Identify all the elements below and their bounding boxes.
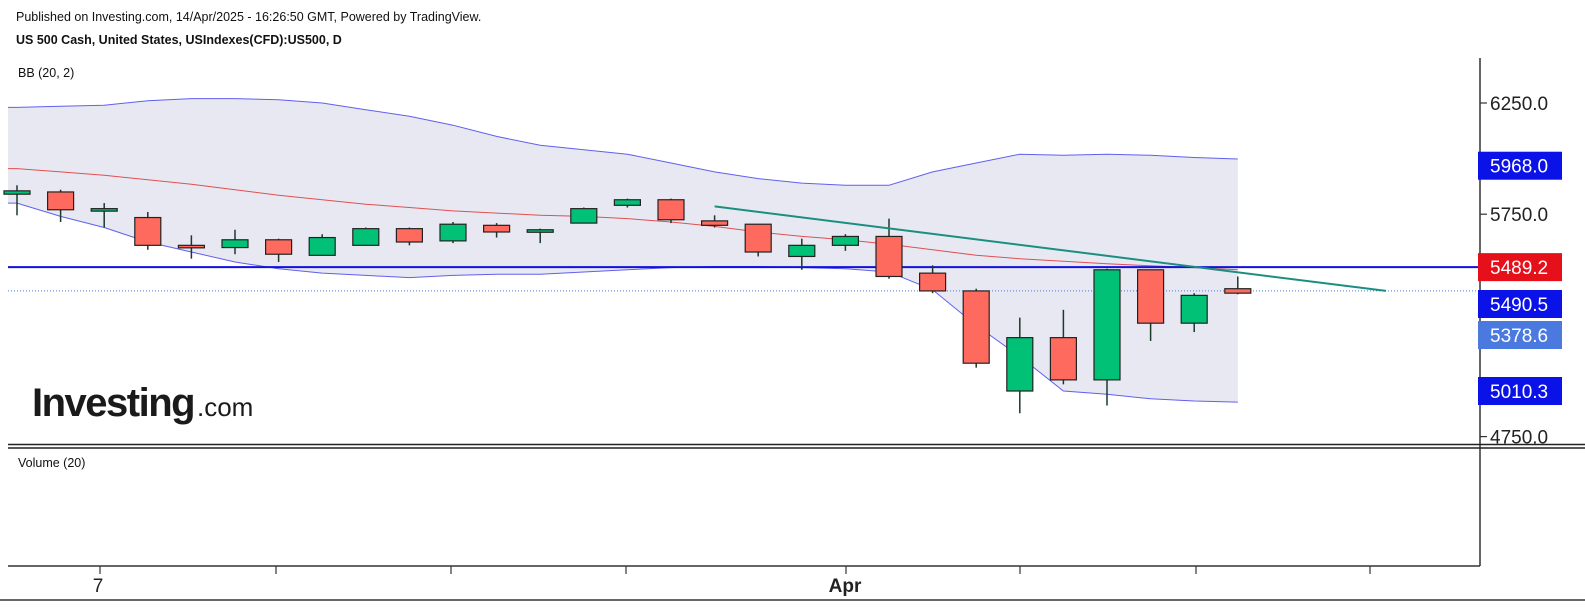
bb-upper-band — [8, 98, 1238, 186]
investing-logo: Investing .com — [32, 381, 253, 425]
price-tag: 5378.6 — [1478, 321, 1562, 349]
bollinger-bands-label[interactable]: BB (20, 2) — [18, 66, 75, 80]
candle — [46, 189, 75, 222]
candle-body-up — [613, 199, 642, 206]
candle — [613, 198, 642, 208]
candle — [918, 265, 947, 294]
candle-body-up — [526, 229, 554, 233]
candle — [3, 185, 31, 216]
time-axis-labels: 7 Apr — [93, 576, 862, 597]
candle-body-up — [352, 228, 380, 246]
candle — [439, 221, 467, 244]
bollinger-bands — [8, 98, 1238, 403]
price-tags: 5968.0 5489.2 5490.5 5378.6 5010.3 — [1478, 151, 1562, 406]
price-tick-label: 5750.0 — [1490, 205, 1548, 226]
candle-body-up — [1006, 337, 1034, 392]
candle — [1093, 268, 1121, 406]
candle-body-down — [700, 220, 729, 226]
candle-body-down — [46, 191, 75, 211]
price-tag-bg — [1478, 321, 1562, 349]
candle-body-down — [744, 223, 772, 253]
candle-body-up — [221, 239, 249, 249]
candle — [221, 229, 249, 255]
candle-body-down — [657, 199, 685, 221]
price-tag: 5968.0 — [1478, 151, 1562, 180]
price-tag-bg — [1478, 151, 1562, 180]
price-tag: 5489.2 — [1478, 253, 1562, 282]
price-tag: 5490.5 — [1478, 290, 1562, 318]
price-tag-bg — [1478, 377, 1562, 406]
candle — [90, 203, 118, 228]
candle-body-down — [395, 228, 423, 243]
volume-label[interactable]: Volume (20) — [18, 456, 86, 470]
candle-body-up — [3, 190, 31, 195]
candle-body-down — [918, 272, 947, 292]
logo-main: Investing — [32, 381, 194, 425]
candle-body-down — [1136, 269, 1165, 324]
candle-body-down — [875, 235, 903, 278]
candle — [308, 234, 336, 256]
price-tag: 5010.3 — [1478, 377, 1562, 406]
price-tag-label: 5489.2 — [1490, 258, 1548, 279]
candle-body-down — [177, 244, 205, 249]
candle — [1006, 317, 1034, 414]
trend-line[interactable] — [714, 205, 1387, 292]
candle-body-up — [788, 244, 816, 258]
candle — [831, 234, 860, 251]
candle — [1136, 269, 1165, 341]
candle-body-up — [439, 223, 467, 242]
candle — [526, 228, 554, 244]
candle-body-up — [570, 208, 598, 224]
candle — [395, 227, 423, 246]
candle — [483, 223, 511, 238]
candle — [1224, 276, 1252, 295]
time-axis-ticks — [99, 566, 1371, 574]
candle — [700, 215, 729, 228]
price-tag-label: 5490.5 — [1490, 295, 1548, 316]
candle-body-up — [1093, 269, 1121, 381]
logo-suffix: .com — [197, 392, 253, 422]
price-tag-label: 5378.6 — [1490, 326, 1548, 347]
price-tag-label: 5968.0 — [1490, 157, 1548, 178]
candle-body-up — [90, 208, 118, 212]
candle — [1180, 293, 1208, 333]
candle-body-down — [1049, 337, 1078, 381]
price-tick-label: 6250.0 — [1490, 94, 1548, 115]
candle-body-up — [831, 235, 860, 246]
instrument-title: US 500 Cash, United States, USIndexes(CF… — [16, 33, 342, 47]
candle — [177, 235, 205, 259]
price-tag-bg — [1478, 290, 1562, 318]
candle-body-down — [483, 224, 511, 233]
price-axis-labels: 6250.0 5750.0 4750.0 — [1480, 94, 1548, 449]
candle — [134, 211, 162, 250]
price-tag-bg — [1478, 253, 1562, 282]
time-tick-label: Apr — [829, 576, 862, 597]
candle-body-down — [134, 216, 162, 246]
bb-basis-line — [8, 168, 1238, 271]
candle-body-up — [308, 236, 336, 256]
time-tick-label: 7 — [93, 576, 104, 597]
candle-body-down — [1224, 288, 1252, 294]
price-tick-label: 4750.0 — [1490, 428, 1548, 449]
candle — [352, 227, 380, 246]
candle-body-down — [265, 239, 293, 255]
candle — [657, 198, 685, 224]
candle — [1049, 309, 1078, 385]
candle — [265, 238, 293, 263]
candle — [875, 218, 903, 279]
bb-band-fill — [8, 98, 1238, 403]
candle-body-up — [1180, 294, 1208, 324]
candle-body-down — [962, 290, 990, 364]
candle — [570, 207, 598, 224]
candlestick-series — [3, 185, 1252, 414]
candle — [744, 223, 772, 257]
price-tag-label: 5010.3 — [1490, 382, 1548, 403]
candle — [788, 238, 816, 270]
candle — [962, 288, 990, 368]
published-info: Published on Investing.com, 14/Apr/2025 … — [16, 10, 482, 24]
